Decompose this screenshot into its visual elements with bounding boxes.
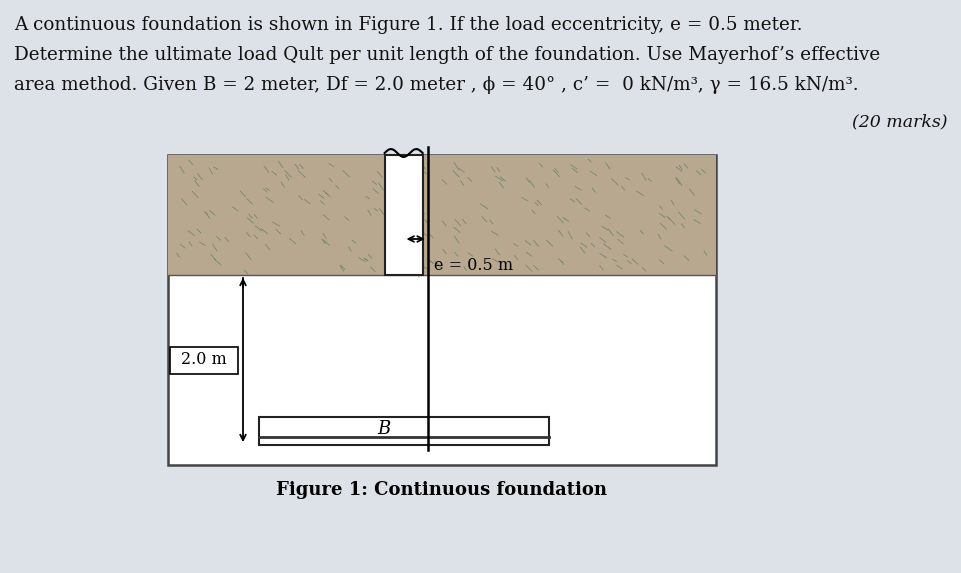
Bar — [168, 155, 716, 465]
Text: Determine the ultimate load Qult per unit length of the foundation. Use Mayerhof: Determine the ultimate load Qult per uni… — [14, 46, 880, 64]
Text: Figure 1: Continuous foundation: Figure 1: Continuous foundation — [277, 481, 607, 499]
Bar — [168, 155, 716, 275]
Text: B: B — [377, 420, 390, 438]
Bar — [259, 417, 549, 445]
Text: A continuous foundation is shown in Figure 1. If the load eccentricity, e = 0.5 : A continuous foundation is shown in Figu… — [14, 16, 802, 34]
Text: (20 marks): (20 marks) — [852, 113, 948, 130]
Bar — [384, 155, 423, 275]
Text: 2.0 m: 2.0 m — [181, 351, 227, 368]
Bar — [170, 347, 238, 374]
Text: e = 0.5 m: e = 0.5 m — [433, 257, 513, 274]
Text: area method. Given B = 2 meter, Df = 2.0 meter , ϕ = 40° , c’ =  0 kN/m³, γ = 16: area method. Given B = 2 meter, Df = 2.0… — [14, 76, 858, 94]
